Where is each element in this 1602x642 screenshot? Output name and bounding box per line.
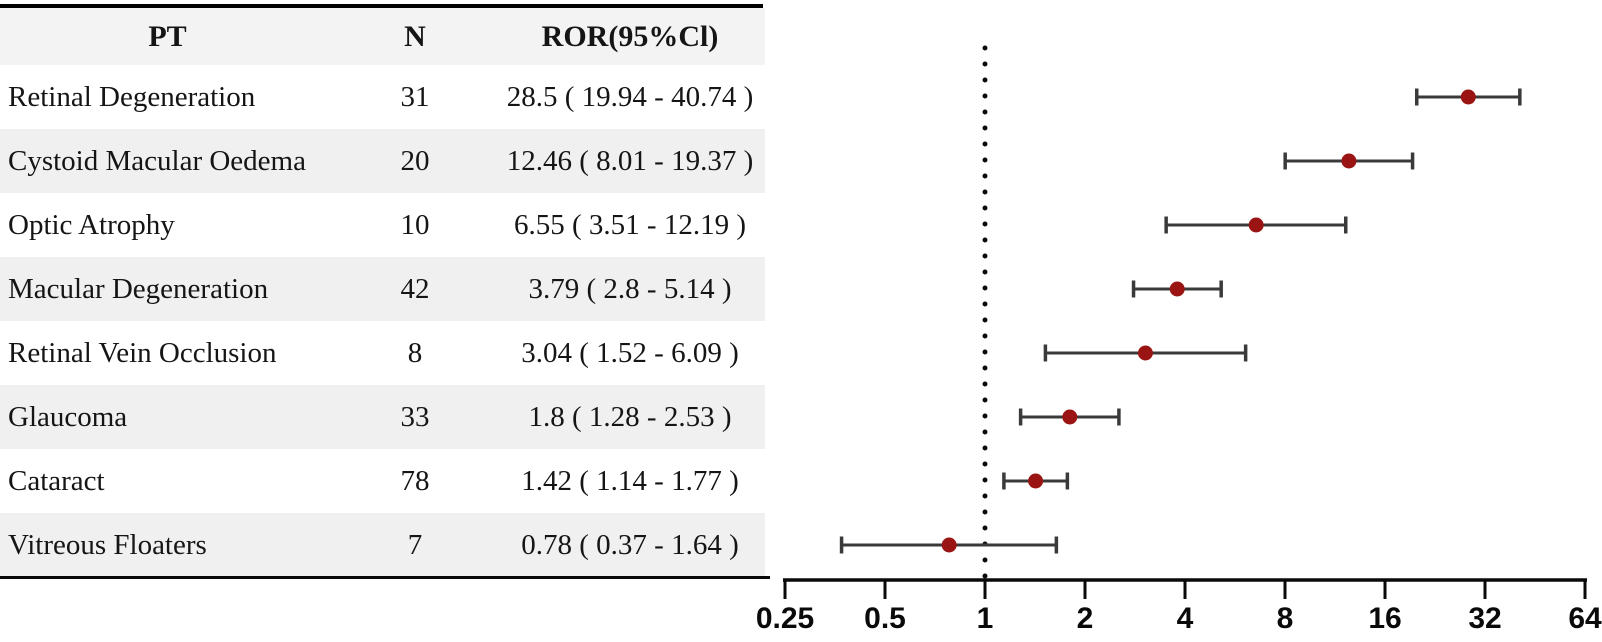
point-estimate-marker xyxy=(1062,409,1078,425)
n-cell: 7 xyxy=(407,528,423,561)
pt-cell: Cystoid Macular Oedema xyxy=(8,144,306,177)
table-row: Glaucoma 33 1.8 ( 1.28 - 2.53 ) xyxy=(0,385,765,449)
pt-cell: Retinal Vein Occlusion xyxy=(8,336,277,369)
point-estimate-marker xyxy=(941,537,957,553)
column-header-pt: PT xyxy=(148,19,187,53)
n-cell: 10 xyxy=(400,208,430,241)
point-estimate-marker xyxy=(1248,217,1264,233)
x-tick-label: 1 xyxy=(977,602,994,635)
n-cell: 20 xyxy=(400,144,430,177)
pt-cell: Vitreous Floaters xyxy=(8,528,207,561)
ror-cell: 1.42 ( 1.14 - 1.77 ) xyxy=(521,464,739,497)
x-tick-label: 0.25 xyxy=(756,602,814,635)
ror-cell: 3.79 ( 2.8 - 5.14 ) xyxy=(528,272,732,305)
table-bottom-rule xyxy=(0,576,770,579)
ror-cell: 1.8 ( 1.28 - 2.53 ) xyxy=(528,400,732,433)
pt-cell: Cataract xyxy=(8,464,105,497)
table-row: Vitreous Floaters 7 0.78 ( 0.37 - 1.64 ) xyxy=(0,513,765,577)
x-tick-label: 0.5 xyxy=(864,602,906,635)
table-row: Macular Degeneration 42 3.79 ( 2.8 - 5.1… xyxy=(0,257,765,321)
n-cell: 42 xyxy=(400,272,430,305)
n-cell: 31 xyxy=(400,80,430,113)
ror-cell: 0.78 ( 0.37 - 1.64 ) xyxy=(521,528,739,561)
table-header-row: PT N ROR(95%Cl) xyxy=(0,8,765,65)
table-row: Cataract 78 1.42 ( 1.14 - 1.77 ) xyxy=(0,449,765,513)
x-tick-label: 8 xyxy=(1277,602,1294,635)
point-estimate-marker xyxy=(1460,89,1476,105)
point-estimate-marker xyxy=(1137,345,1153,361)
ror-cell: 12.46 ( 8.01 - 19.37 ) xyxy=(506,144,754,177)
x-tick-label: 4 xyxy=(1177,602,1194,635)
pt-cell: Retinal Degeneration xyxy=(8,80,256,113)
pt-cell: Optic Atrophy xyxy=(8,208,175,241)
column-header-n: N xyxy=(404,19,426,53)
x-tick-label: 64 xyxy=(1568,602,1602,635)
pt-cell: Glaucoma xyxy=(8,400,128,433)
ror-cell: 3.04 ( 1.52 - 6.09 ) xyxy=(521,336,739,369)
table-top-rule xyxy=(0,4,763,8)
forest-plot: 0.25 0.5 1 2 4 8 16 32 64 xyxy=(756,45,1602,635)
n-cell: 78 xyxy=(400,464,430,497)
table-body: Retinal Degeneration 31 28.5 ( 19.94 - 4… xyxy=(0,65,765,577)
pt-cell: Macular Degeneration xyxy=(8,272,269,305)
point-estimate-marker xyxy=(1169,281,1185,297)
x-tick-label: 32 xyxy=(1468,602,1501,635)
n-cell: 8 xyxy=(407,336,423,369)
table-row: Cystoid Macular Oedema 20 12.46 ( 8.01 -… xyxy=(0,129,765,193)
point-estimate-marker xyxy=(1341,153,1357,169)
x-tick-label: 16 xyxy=(1368,602,1401,635)
table-row: Optic Atrophy 10 6.55 ( 3.51 - 12.19 ) xyxy=(0,193,765,257)
column-header-ror: ROR(95%Cl) xyxy=(541,19,719,53)
ror-cell: 6.55 ( 3.51 - 12.19 ) xyxy=(514,208,746,241)
n-cell: 33 xyxy=(400,400,430,433)
table-row: Retinal Degeneration 31 28.5 ( 19.94 - 4… xyxy=(0,65,765,129)
x-tick-label: 2 xyxy=(1077,602,1094,635)
ror-cell: 28.5 ( 19.94 - 40.74 ) xyxy=(506,80,754,113)
table-row: Retinal Vein Occlusion 8 3.04 ( 1.52 - 6… xyxy=(0,321,765,385)
point-estimate-marker xyxy=(1028,473,1044,489)
